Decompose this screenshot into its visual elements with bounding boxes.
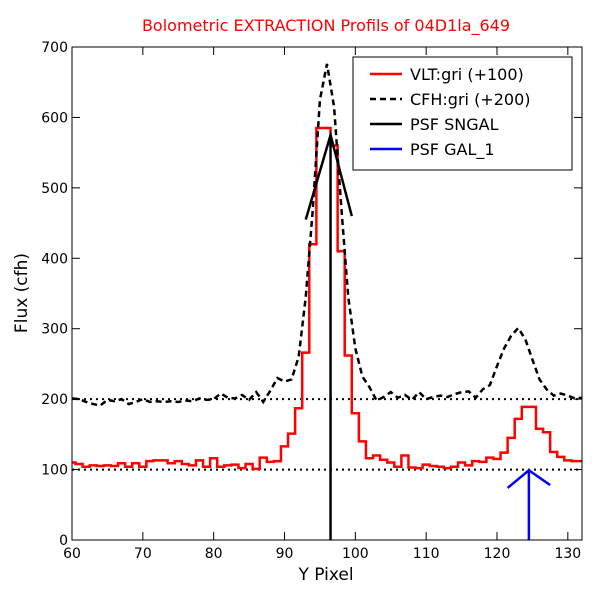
x-tick-label: 130: [554, 546, 581, 562]
chart-title: Bolometric EXTRACTION Profils of 04D1la_…: [142, 16, 510, 36]
series-line-cfh-gri-200: [72, 63, 582, 407]
x-tick-label: 100: [342, 546, 369, 562]
x-tick-label: 70: [134, 546, 152, 562]
legend: VLT:gri (+100) CFH:gri (+200) PSF SNGAL PSF…: [352, 56, 573, 171]
x-tick-label: 120: [484, 546, 511, 562]
y-tick-label: 700: [41, 40, 68, 56]
series-line-vlt-gri-100: [72, 126, 582, 471]
plot-content: [72, 63, 582, 540]
y-tick-label: 500: [41, 181, 68, 197]
y-tick-label: 400: [41, 251, 68, 267]
y-tick-label: 0: [59, 533, 68, 549]
x-tick-label: 90: [276, 546, 294, 562]
plot-frame: [71, 46, 583, 541]
y-tick-label: 200: [41, 392, 68, 408]
psf-arrowhead-psf-sngal: [304, 130, 354, 220]
y-tick-label: 300: [41, 322, 68, 338]
psf-arrowhead-psf-gal-1: [506, 468, 551, 489]
legend-label-vlt-gri-100: VLT:gri (+100): [410, 65, 524, 84]
legend-label-cfh-gri-200: CFH:gri (+200): [410, 90, 531, 109]
legend-box: [352, 56, 573, 171]
x-tick-label: 60: [63, 546, 81, 562]
x-tick-label: 110: [413, 546, 440, 562]
y-tick-label: 100: [41, 463, 68, 479]
plot-area: 60 70 80 90 100 110 120 130 0 100 200 300 400 500 600 7…: [41, 40, 583, 562]
x-tick-label: 80: [205, 546, 223, 562]
y-tick-label: 600: [41, 110, 68, 126]
legend-label-psf-gal-1: PSF GAL_1: [410, 140, 495, 160]
legend-label-psf-sngal: PSF SNGAL: [410, 115, 499, 134]
y-axis-label: Flux (cfh): [12, 253, 32, 333]
x-axis-label: Y Pixel: [297, 565, 353, 585]
